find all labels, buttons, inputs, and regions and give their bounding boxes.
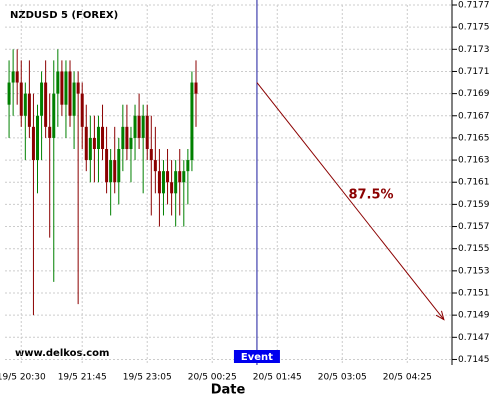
candle-body — [44, 82, 48, 127]
candle-body — [40, 82, 44, 116]
candle-body — [84, 126, 88, 161]
candle-body — [190, 82, 194, 161]
candle-body — [141, 115, 145, 138]
candle-body — [182, 171, 186, 183]
candle-body — [56, 71, 60, 94]
candle-body — [27, 93, 31, 127]
candle-body — [88, 137, 92, 161]
candle-body — [48, 126, 52, 138]
candle-body — [52, 93, 56, 138]
y-tick-label: 0.7177 — [458, 1, 490, 11]
candle-body — [60, 71, 64, 105]
candle-body — [125, 126, 129, 149]
y-tick-label: 0.7171 — [458, 67, 490, 77]
y-tick-label: 0.7163 — [458, 156, 490, 166]
candle-body — [174, 171, 178, 194]
candle-body — [80, 93, 84, 127]
candle-body — [161, 171, 165, 194]
candle-body — [11, 71, 15, 83]
candle-body — [76, 82, 80, 94]
candle-body — [121, 126, 125, 149]
candle-body — [64, 71, 68, 105]
candle-body — [109, 160, 113, 183]
y-tick-label: 0.7155 — [458, 244, 490, 254]
candle-body — [72, 82, 76, 116]
candle-body — [15, 71, 19, 83]
y-tick-label: 0.7151 — [458, 289, 490, 299]
event-box — [233, 350, 280, 363]
candle-body — [178, 171, 182, 183]
x-tick-label: 19/5 20:30 — [0, 373, 46, 383]
y-tick-label: 0.7147 — [458, 333, 490, 343]
x-tick-label: 20/5 04:25 — [383, 373, 432, 383]
y-tick-label: 0.7165 — [458, 133, 490, 143]
arrow-head — [435, 310, 445, 321]
y-tick-label: 0.7157 — [458, 222, 490, 232]
candle-body — [7, 82, 11, 105]
y-tick-label: 0.7153 — [458, 266, 490, 276]
candle-body — [153, 160, 157, 172]
chart-title: NZDUSD 5 (FOREX) — [10, 10, 118, 21]
candle-body — [113, 160, 117, 183]
candle-body — [92, 137, 96, 149]
x-tick-label: 20/5 00:25 — [188, 373, 237, 383]
candle-body — [149, 149, 153, 161]
y-tick-label: 0.7167 — [458, 111, 490, 121]
candle-body — [145, 115, 149, 149]
candle-body — [117, 149, 121, 183]
candle-body — [166, 171, 170, 183]
candle-body — [68, 71, 72, 116]
forecast-label: 87.5% — [348, 188, 393, 203]
y-tick-label: 0.7159 — [458, 200, 490, 210]
forecast-arrow — [256, 82, 445, 320]
candle-body — [186, 160, 190, 172]
y-tick-label: 0.7145 — [458, 355, 490, 365]
x-tick-label: 19/5 23:05 — [123, 373, 172, 383]
candle-body — [101, 126, 105, 149]
candle-body — [23, 93, 27, 116]
candle-body — [129, 137, 133, 149]
y-tick-label: 0.7161 — [458, 178, 490, 188]
event-label: Event — [241, 352, 273, 363]
x-tick-label: 19/5 21:45 — [58, 373, 107, 383]
y-tick-label: 0.7149 — [458, 311, 490, 321]
x-axis-label: Date — [211, 383, 246, 398]
x-tick-label: 20/5 01:45 — [253, 373, 302, 383]
candle-body — [170, 182, 174, 194]
candle-body — [133, 115, 137, 138]
candle-body — [105, 149, 109, 183]
y-tick-label: 0.7175 — [458, 23, 490, 33]
watermark: www.delkos.com — [15, 348, 109, 359]
candle-body — [157, 171, 161, 194]
candle-body — [137, 115, 141, 138]
candle-body — [19, 82, 23, 116]
candle-body — [31, 126, 35, 161]
y-tick-label: 0.7169 — [458, 89, 490, 99]
candle-body — [194, 82, 198, 94]
candle-body — [36, 115, 40, 161]
candle-body — [96, 126, 100, 149]
y-tick-label: 0.7173 — [458, 45, 490, 55]
x-tick-label: 20/5 03:05 — [318, 373, 367, 383]
